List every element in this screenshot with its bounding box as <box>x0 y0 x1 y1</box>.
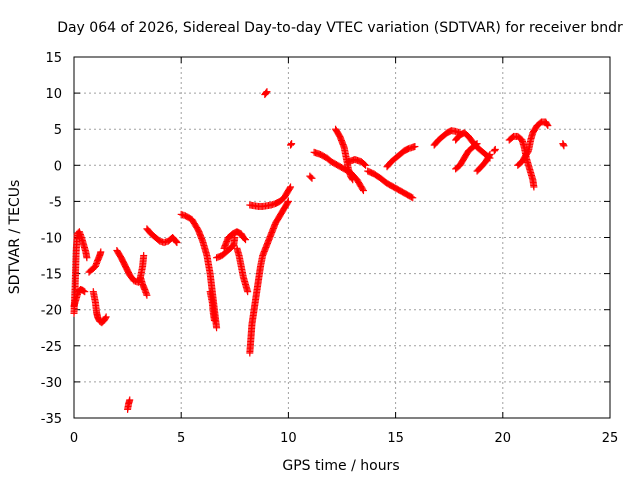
data-point <box>287 183 295 191</box>
x-tick-label: 20 <box>495 431 512 446</box>
data-point <box>411 143 419 151</box>
y-tick-label: -20 <box>41 304 62 319</box>
y-tick-label: 10 <box>45 87 62 102</box>
y-tick-label: 15 <box>45 51 62 66</box>
data-point <box>284 197 292 205</box>
x-tick-label: 10 <box>280 431 297 446</box>
y-axis-label: SDTVAR / TECUs <box>7 180 23 295</box>
data-point <box>543 120 551 128</box>
data-points <box>70 88 568 413</box>
data-point <box>348 175 356 183</box>
x-tick-label: 25 <box>602 431 619 446</box>
y-tick-label: -25 <box>41 340 62 355</box>
data-point <box>240 235 248 243</box>
data-point <box>560 142 568 150</box>
y-tick-label: -35 <box>41 412 62 427</box>
data-point <box>407 193 415 201</box>
data-point <box>485 152 493 160</box>
chart-title: Day 064 of 2026, Sidereal Day-to-day VTE… <box>57 20 623 36</box>
data-point <box>473 140 481 148</box>
data-point <box>491 145 499 153</box>
data-point <box>284 199 292 207</box>
data-point <box>81 288 89 296</box>
data-point <box>80 287 88 295</box>
data-point <box>472 141 480 149</box>
axis-ticks: 0 5 10 15 20 25 -35 -30 -25 -20 -15 -10 -5 0 5 10 15 <box>41 51 619 446</box>
data-point <box>362 161 370 169</box>
data-point <box>262 89 270 97</box>
data-point <box>409 194 417 202</box>
y-tick-label: -30 <box>41 376 62 391</box>
data-point <box>359 185 367 193</box>
data-point <box>143 291 151 299</box>
y-tick-label: -15 <box>41 268 62 283</box>
data-point <box>544 122 552 130</box>
data-point <box>140 252 148 260</box>
data-point <box>213 324 221 332</box>
data-point <box>308 174 316 182</box>
x-tick-label: 5 <box>177 431 185 446</box>
data-point <box>242 236 250 244</box>
data-point <box>361 160 369 168</box>
data-point <box>101 314 109 322</box>
data-point <box>244 288 252 296</box>
data-point <box>126 396 134 404</box>
data-point <box>486 150 494 158</box>
data-point <box>102 313 110 321</box>
data-point <box>263 88 271 96</box>
x-tick-label: 15 <box>387 431 404 446</box>
data-point <box>173 239 181 247</box>
data-point <box>97 248 105 256</box>
data-point <box>288 140 296 148</box>
data-point <box>83 254 91 262</box>
y-tick-label: 0 <box>54 159 62 174</box>
data-point <box>307 173 315 181</box>
y-tick-label: -5 <box>49 195 62 210</box>
data-point <box>359 187 367 195</box>
data-point <box>210 317 218 325</box>
x-tick-label: 0 <box>70 431 78 446</box>
x-axis-label: GPS time / hours <box>282 458 399 474</box>
y-tick-label: -10 <box>41 232 62 247</box>
y-tick-label: 5 <box>54 123 62 138</box>
data-point <box>530 183 538 191</box>
data-point <box>286 184 294 192</box>
data-point <box>349 176 357 184</box>
